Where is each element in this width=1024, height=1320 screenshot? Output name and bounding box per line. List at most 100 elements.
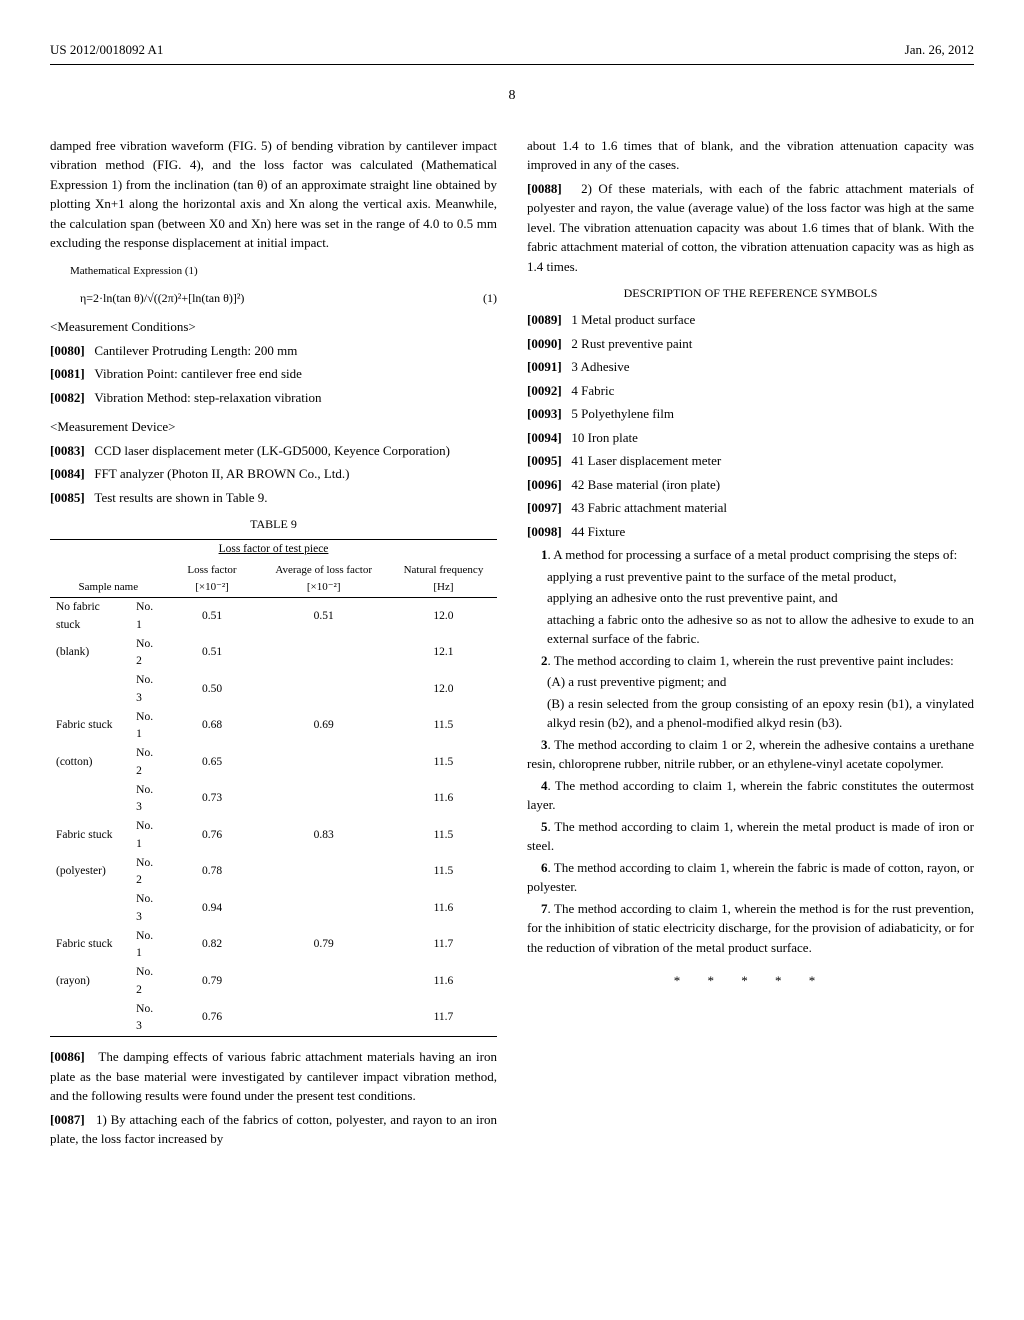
para-0081: [0081] Vibration Point: cantilever free … [50,364,497,384]
ref-text: 5 Polyethylene film [562,406,674,421]
table-row: (polyester)No. 20.7811.5 [50,854,497,891]
table-cell: Fabric stuck [50,708,130,745]
page-number: 8 [50,85,974,106]
ref-text: 10 Iron plate [562,430,638,445]
table-cell [50,671,130,708]
para-num: [0088] [527,181,562,196]
table-cell: (polyester) [50,854,130,891]
table-cell: 0.69 [257,708,390,745]
para-num: [0083] [50,443,85,458]
para-num: [0087] [50,1112,85,1127]
para-text: FFT analyzer (Photon II, AR BROWN Co., L… [94,466,349,481]
th-freq: Natural frequency [Hz] [390,560,497,598]
table-row: (cotton)No. 20.6511.5 [50,744,497,781]
table-cell [257,781,390,818]
para-text: Cantilever Protruding Length: 200 mm [94,343,297,358]
table-row: No fabric stuckNo. 10.510.5112.0 [50,598,497,635]
para-0083: [0083] CCD laser displacement meter (LK-… [50,441,497,461]
table-cell: 0.79 [167,963,258,1000]
para-text: Test results are shown in Table 9. [94,490,267,505]
table-cell: No. 3 [130,671,166,708]
para-num: [0097] [527,500,562,515]
pub-date: Jan. 26, 2012 [905,40,974,60]
table-cell: (rayon) [50,963,130,1000]
math-label: Mathematical Expression (1) [70,263,497,280]
section-heading: <Measurement Device> [50,417,497,437]
table-cell [257,854,390,891]
ref-text: 43 Fabric attachment material [562,500,727,515]
math-expression: η=2·ln(tan θ)/√((2π)²+[ln(tan θ)]²) (1) [80,289,497,307]
para-continuation: damped free vibration waveform (FIG. 5) … [50,136,497,253]
para-0086: [0086] The damping effects of various fa… [50,1047,497,1106]
para-num: [0092] [527,383,562,398]
claim-text: . The method according to claim 1, where… [527,860,974,895]
para-0080: [0080] Cantilever Protruding Length: 200… [50,341,497,361]
table-cell: 0.78 [167,854,258,891]
para-num: [0089] [527,312,562,327]
table-cell: 0.82 [167,927,258,964]
table-cell: (cotton) [50,744,130,781]
ref-text: 3 Adhesive [562,359,630,374]
table-subtitle: Loss factor of test piece [50,540,497,561]
table-cell: 0.51 [257,598,390,635]
claim-line: 1. A method for processing a surface of … [527,545,974,565]
section-heading: <Measurement Conditions> [50,317,497,337]
ref-item: [0093] 5 Polyethylene film [527,404,974,424]
claim-line: 3. The method according to claim 1 or 2,… [527,735,974,774]
table-cell: No. 1 [130,708,166,745]
para-text: 1) By attaching each of the fabrics of c… [50,1112,497,1147]
table-cell: No. 3 [130,781,166,818]
table-cell: 0.51 [167,635,258,672]
table-cell: 0.68 [167,708,258,745]
claim-line: applying a rust preventive paint to the … [547,567,974,587]
para-continuation: about 1.4 to 1.6 times that of blank, an… [527,136,974,175]
table-cell: 11.7 [390,927,497,964]
th-sample: Sample name [50,560,167,598]
table-cell [257,963,390,1000]
claim-line: 5. The method according to claim 1, wher… [527,817,974,856]
para-num: [0082] [50,390,85,405]
table-cell: 0.76 [167,1000,258,1037]
para-text: 2) Of these materials, with each of the … [527,181,974,274]
table-cell: 11.5 [390,854,497,891]
table-cell: 11.5 [390,744,497,781]
table-cell: 12.1 [390,635,497,672]
table-cell: No. 3 [130,890,166,927]
table-cell: 11.5 [390,817,497,854]
table-cell [50,781,130,818]
ref-text: 2 Rust preventive paint [562,336,693,351]
table-cell: No. 2 [130,963,166,1000]
table-row: No. 30.9411.6 [50,890,497,927]
claim-line: 4. The method according to claim 1, wher… [527,776,974,815]
claim-text: . A method for processing a surface of a… [548,547,958,562]
para-0088: [0088] 2) Of these materials, with each … [527,179,974,277]
table-header-row: Sample name Loss factor [×10⁻²] Average … [50,560,497,598]
table-cell [257,890,390,927]
ref-item: [0096] 42 Base material (iron plate) [527,475,974,495]
header-rule [50,64,974,65]
table-cell: (blank) [50,635,130,672]
para-num: [0091] [527,359,562,374]
para-num: [0094] [527,430,562,445]
table-row: No. 30.7611.7 [50,1000,497,1037]
table-cell: 11.6 [390,890,497,927]
right-column: about 1.4 to 1.6 times that of blank, an… [527,136,974,1153]
ref-item: [0095] 41 Laser displacement meter [527,451,974,471]
para-num: [0086] [50,1049,85,1064]
table-cell [50,1000,130,1037]
content-columns: damped free vibration waveform (FIG. 5) … [50,136,974,1153]
para-num: [0084] [50,466,85,481]
table-cell: 0.83 [257,817,390,854]
ref-item: [0092] 4 Fabric [527,381,974,401]
claim-line: 7. The method according to claim 1, wher… [527,899,974,958]
claim-text: . The method according to claim 1, where… [548,653,954,668]
table-cell: No. 2 [130,744,166,781]
para-num: [0080] [50,343,85,358]
claim-text: . The method according to claim 1, where… [527,778,974,813]
table-cell: 0.51 [167,598,258,635]
table-row: Fabric stuckNo. 10.760.8311.5 [50,817,497,854]
para-0087: [0087] 1) By attaching each of the fabri… [50,1110,497,1149]
ref-item: [0091] 3 Adhesive [527,357,974,377]
table-cell: 11.6 [390,781,497,818]
table-row: Fabric stuckNo. 10.820.7911.7 [50,927,497,964]
